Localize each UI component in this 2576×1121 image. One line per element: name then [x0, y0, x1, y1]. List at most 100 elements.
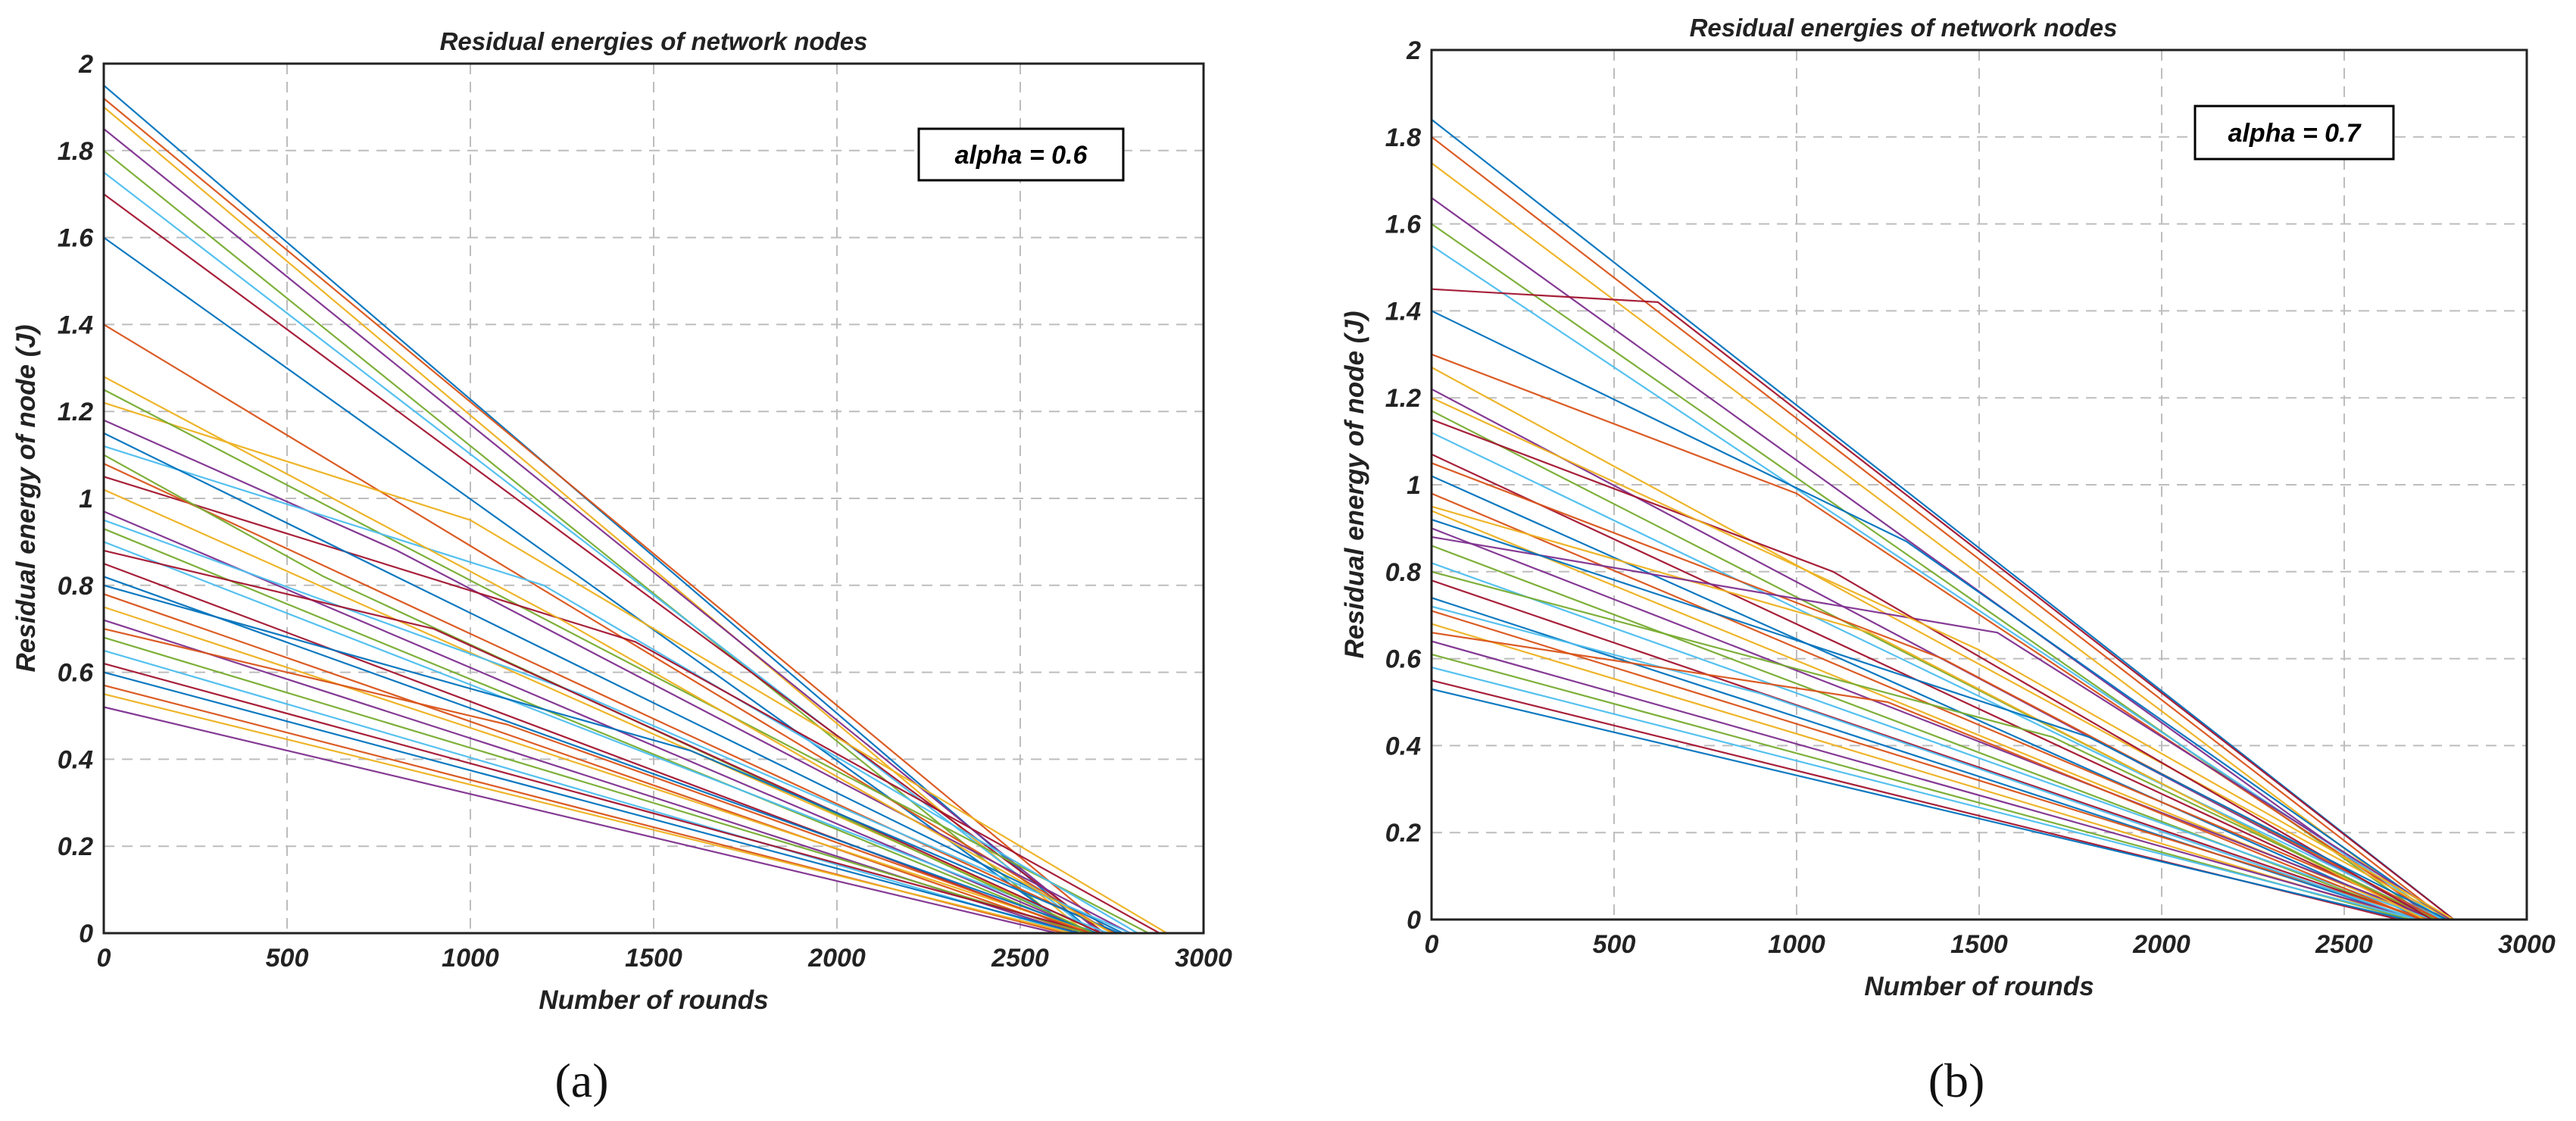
chart-panel-a: Residual energies of network nodes 0 500 1… — [11, 27, 1232, 1107]
x-axis-label: Number of rounds — [539, 985, 768, 1015]
series-line-node-24 — [103, 606, 1094, 935]
series-line-node-6 — [103, 171, 1094, 934]
y-tick-label: 1.6 — [58, 224, 94, 253]
series-line-node-34 — [1431, 605, 2418, 921]
y-tick-label: 0.4 — [1385, 732, 1421, 760]
series-line-node-33 — [1431, 570, 2436, 920]
x-tick-label: 1500 — [625, 944, 682, 973]
x-tick-label: 2000 — [807, 944, 866, 973]
y-tick-label: 2 — [1406, 36, 1421, 65]
series-line-node-14 — [103, 476, 1160, 934]
series-line-node-3 — [1431, 162, 2440, 920]
series-line-node-9 — [1431, 353, 2440, 920]
alpha-annotation: alpha = 0.6 — [955, 141, 1088, 170]
series-line-node-1 — [1431, 118, 2455, 920]
series-line-node-31 — [1431, 505, 2425, 920]
y-tick-label: 1.2 — [58, 398, 93, 426]
data-series — [1431, 118, 2455, 921]
y-tick-label: 0 — [79, 920, 93, 948]
y-tick-label: 1.4 — [1385, 297, 1421, 326]
x-tick-label: 1000 — [1768, 930, 1825, 959]
series-line-node-15 — [103, 432, 1123, 934]
series-line-node-29 — [103, 671, 1079, 935]
x-tick-label: 2000 — [2132, 930, 2190, 959]
series-line-node-30 — [1431, 462, 2440, 920]
series-line-node-25 — [1431, 640, 2421, 921]
series-line-node-4 — [103, 128, 1102, 934]
series-line-node-14 — [1431, 453, 2433, 920]
x-axis-label: Number of rounds — [1864, 972, 2094, 1001]
y-tick-label: 0.2 — [1385, 819, 1421, 848]
x-tick-label: 2500 — [2315, 930, 2373, 959]
series-line-node-38 — [103, 376, 1113, 934]
series-line-node-33 — [103, 454, 1094, 934]
series-line-node-7 — [103, 193, 1105, 934]
series-line-node-12 — [103, 389, 1149, 934]
y-tick-label: 1.2 — [1385, 384, 1421, 413]
y-tick-label: 1.8 — [1385, 123, 1421, 152]
series-line-node-3 — [103, 106, 1087, 934]
y-tick-label: 0.6 — [58, 659, 94, 688]
series-line-node-20 — [103, 541, 1109, 935]
series-line-node-7 — [1431, 288, 2455, 920]
y-tick-label: 1.6 — [1385, 211, 1422, 239]
series-line-node-13 — [103, 445, 1138, 934]
chart-title: Residual energies of network nodes — [1690, 14, 2118, 42]
y-axis-label: Residual energy of node (J) — [11, 325, 41, 673]
x-tick-label: 0 — [1425, 930, 1439, 959]
series-line-node-34 — [103, 519, 1131, 935]
series-line-node-19 — [103, 528, 1091, 935]
y-tick-label: 0.2 — [58, 832, 93, 861]
y-tick-label: 0.8 — [58, 572, 93, 601]
series-line-node-10 — [1431, 367, 2451, 920]
series-line-node-2 — [1431, 136, 2447, 920]
y-tick-label: 2 — [78, 50, 93, 79]
y-axis-label: Residual energy of node (J) — [1340, 311, 1369, 659]
y-tick-label: 1 — [79, 485, 93, 514]
series-line-node-5 — [103, 149, 1076, 934]
series-line-node-35 — [1431, 418, 2433, 920]
y-tick-label: 0 — [1407, 906, 1421, 935]
y-tick-labels: 0 0.2 0.4 0.6 0.8 1 1.2 1.4 1.6 1.8 2 — [1385, 36, 1422, 935]
x-tick-labels: 0 500 1000 1500 2000 2500 3000 — [97, 944, 1232, 973]
series-line-node-24 — [1431, 623, 2414, 921]
series-line-node-11 — [103, 419, 1131, 934]
series-line-node-23 — [1431, 610, 2429, 921]
series-line-node-36 — [103, 584, 1120, 935]
series-line-node-27 — [1431, 667, 2418, 921]
y-tick-label: 1.8 — [58, 137, 93, 166]
series-line-node-8 — [1431, 310, 2447, 920]
panel-label: (a) — [554, 1054, 608, 1107]
series-line-node-37 — [103, 628, 1091, 935]
y-tick-label: 0.4 — [58, 745, 93, 774]
series-line-node-27 — [103, 649, 1073, 935]
chart-title: Residual energies of network nodes — [440, 27, 868, 55]
series-line-node-15 — [1431, 475, 2425, 921]
series-line-node-36 — [1431, 518, 2447, 920]
series-line-node-13 — [1431, 432, 2443, 920]
y-tick-label: 1.4 — [58, 311, 93, 339]
series-line-node-32 — [103, 706, 1057, 935]
panel-label: (b) — [1928, 1054, 1985, 1107]
x-tick-label: 1500 — [1950, 930, 2008, 959]
y-tick-label: 0.8 — [1385, 558, 1421, 587]
annotation-box: alpha = 0.7 — [2194, 105, 2395, 161]
series-line-node-10 — [103, 401, 1168, 934]
x-tick-label: 3000 — [1175, 944, 1232, 973]
series-line-node-8 — [103, 236, 1080, 934]
series-line-node-35 — [103, 549, 1101, 935]
series-line-node-21 — [1431, 579, 2425, 921]
alpha-annotation: alpha = 0.7 — [2228, 119, 2362, 148]
x-tick-label: 0 — [97, 944, 111, 973]
plot-frame — [102, 62, 1205, 935]
x-tick-label: 500 — [266, 944, 309, 973]
series-line-node-23 — [103, 593, 1079, 935]
x-tick-label: 500 — [1593, 930, 1636, 959]
series-line-node-22 — [103, 576, 1098, 935]
series-line-node-28 — [103, 663, 1094, 935]
series-line-node-26 — [103, 636, 1087, 935]
series-line-node-29 — [1431, 688, 2407, 921]
series-line-node-4 — [1431, 197, 2437, 920]
series-line-node-31 — [103, 693, 1073, 935]
